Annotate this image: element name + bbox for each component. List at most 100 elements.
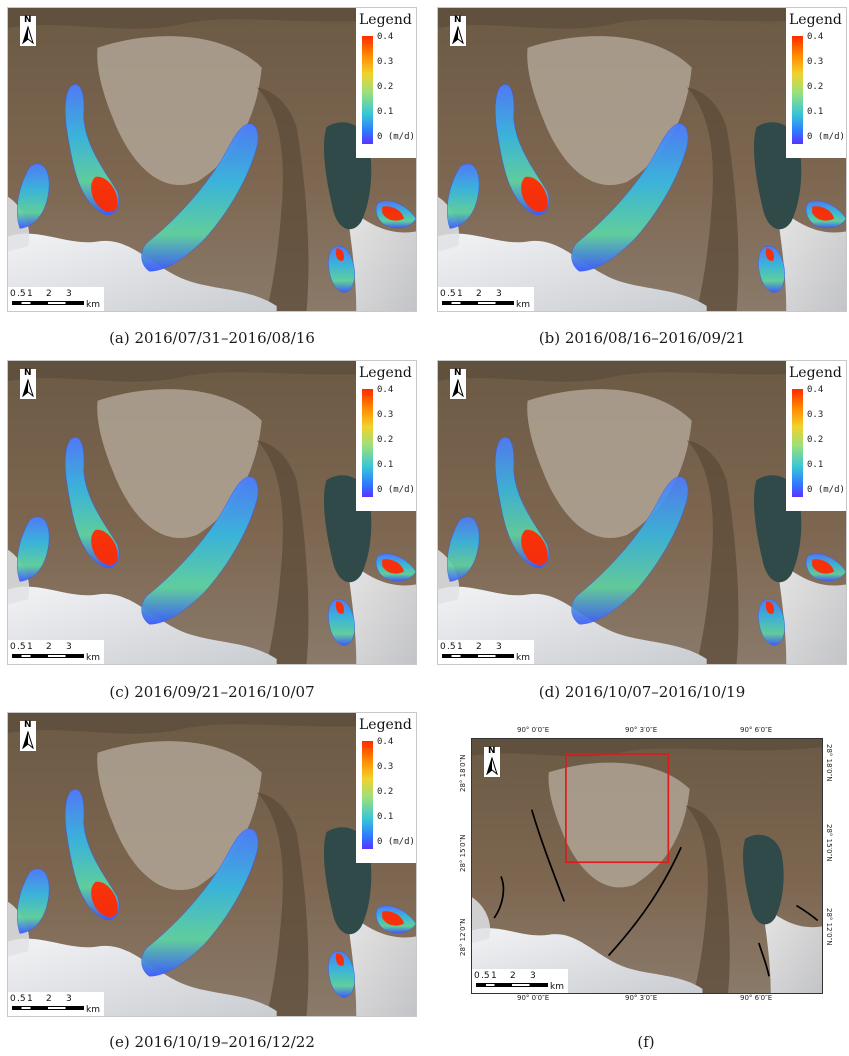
scale-bar-graphic: [12, 654, 84, 658]
legend-tick-label: 0.1: [377, 812, 394, 822]
glacier-west-main-high-velocity-zone: [521, 529, 548, 565]
scale-bar: 0.5 1 2 3 km: [438, 287, 534, 311]
north-arrow-icon: [452, 26, 464, 44]
legend-title: Legend: [359, 365, 412, 381]
glacier-west-main-high-velocity-zone: [91, 176, 118, 212]
north-arrow: N: [450, 15, 466, 46]
scale-bar-tick-label: .5: [447, 289, 456, 299]
scale-bar-tick-label: 3: [530, 971, 536, 981]
legend-tick-label: 0.3: [807, 57, 824, 67]
map-panel-e: Legend 0.4 0.3 0.2 0.1 0 (m/d) N 0.5 1 2 3 km: [7, 712, 417, 1017]
velocity-map: [8, 361, 416, 664]
snow-field-east: [776, 206, 846, 311]
legend-color-ramp: [792, 389, 803, 497]
scale-bar-tick-label: .5: [447, 642, 456, 652]
scale-bar-tick-label: 0: [440, 642, 446, 652]
ridge-top: [438, 8, 846, 29]
scale-bar-tick-label: 0: [10, 642, 16, 652]
scale-bar: 0.5 1 2 3 km: [8, 640, 104, 664]
legend-tick-label: 0.4: [377, 385, 394, 395]
map-panel-a: Legend 0.4 0.3 0.2 0.1 0 (m/d) N 0.5 1 2 3 km: [7, 7, 417, 312]
ridge-top: [8, 361, 416, 382]
scale-bar-graphic: [12, 1006, 84, 1010]
map-panel-f: N 0.5 1 2 3 km 90° 0′0″E 90° 0′0″E 90° 3′0″E 90° …: [457, 724, 835, 1006]
scale-bar: 0.5 1 2 3 km: [8, 287, 104, 311]
moraine-basin: [97, 36, 262, 186]
legend-tick-label: 0.2: [807, 435, 824, 445]
scale-bar-tick-label: 3: [66, 642, 72, 652]
glacier-centerline: [607, 846, 682, 957]
north-label: N: [454, 15, 462, 25]
scale-bar-graphic: [476, 983, 548, 987]
snow-field-east: [346, 559, 416, 664]
latitude-label-left: 28° 18′0″N: [459, 754, 467, 792]
glacier-central-velocity: [141, 123, 259, 272]
moraine-basin: [97, 389, 262, 539]
scale-bar-tick-label: 1: [27, 642, 33, 652]
glacier-west-small-velocity: [16, 516, 50, 582]
north-arrow: N: [20, 720, 36, 751]
north-arrow-icon: [22, 26, 34, 44]
glacier-centerline: [795, 904, 819, 922]
scale-bar: 0.5 1 2 3 km: [472, 969, 568, 993]
glacier-east-upper-high-velocity-zone: [382, 206, 405, 221]
scale-bar-unit: km: [516, 653, 530, 663]
legend-tick-label: 0.2: [377, 82, 394, 92]
glacier-east-lower-high-velocity-zone: [335, 248, 344, 261]
scale-bar-tick-label: 2: [476, 289, 482, 299]
legend-color-ramp: [362, 389, 373, 497]
legend-title: Legend: [789, 12, 842, 28]
north-arrow: N: [20, 15, 36, 46]
north-label: N: [488, 746, 496, 756]
longitude-label-top: 90° 0′0″E: [517, 726, 550, 734]
glacier-east-lower-velocity: [328, 246, 355, 293]
scale-bar-tick-label: 2: [476, 642, 482, 652]
legend-tick-label: 0.1: [807, 460, 824, 470]
snow-field-east: [762, 905, 822, 993]
scale-bar-tick-label: 2: [46, 994, 52, 1004]
scale-bar-tick-label: 1: [457, 289, 463, 299]
glacier-east-lower-velocity: [328, 951, 355, 998]
legend-tick-label: 0.4: [377, 737, 394, 747]
scale-bar: 0.5 1 2 3 km: [8, 992, 104, 1016]
latitude-label-right: 28° 18′0″N: [825, 744, 833, 782]
overview-map-frame: N 0.5 1 2 3 km: [471, 738, 823, 994]
legend-tick-label: 0.4: [807, 32, 824, 42]
north-arrow: N: [484, 746, 500, 777]
legend: Legend 0.4 0.3 0.2 0.1 0 (m/d): [356, 361, 416, 511]
legend-tick-label: 0.3: [807, 410, 824, 420]
ridge-top: [472, 739, 822, 757]
glacier-east-upper-high-velocity-zone: [812, 559, 835, 574]
moraine-basin: [548, 762, 690, 888]
longitude-label-top: 90° 3′0″E: [625, 726, 658, 734]
north-arrow: N: [450, 368, 466, 399]
legend-color-ramp: [362, 36, 373, 144]
legend-tick-label: 0.4: [807, 385, 824, 395]
legend: Legend 0.4 0.3 0.2 0.1 0 (m/d): [356, 8, 416, 158]
map-panel-c: Legend 0.4 0.3 0.2 0.1 0 (m/d) N 0.5 1 2 3 km: [7, 360, 417, 665]
north-label: N: [454, 368, 462, 378]
ridge-central: [256, 792, 309, 1016]
moraine-basin: [97, 741, 262, 891]
snow-field-east: [776, 559, 846, 664]
legend-tick-label: 0.3: [377, 762, 394, 772]
legend-title: Legend: [359, 717, 412, 733]
study-area-box: [565, 753, 670, 864]
north-arrow-icon: [22, 731, 34, 749]
north-arrow-icon: [452, 379, 464, 397]
scale-bar-tick-label: .5: [17, 994, 26, 1004]
glacier-west-main-high-velocity-zone: [91, 529, 118, 565]
overview-map: [472, 739, 822, 993]
scale-bar-tick-label: 1: [27, 289, 33, 299]
scale-bar-unit: km: [86, 653, 100, 663]
ridge-central: [686, 440, 739, 664]
glacier-west-small-velocity: [446, 516, 480, 582]
scale-bar-tick-label: 0: [10, 994, 16, 1004]
caption-b: (b) 2016/08/16–2016/09/21: [538, 329, 746, 347]
glacier-west-small-velocity: [446, 163, 480, 229]
scale-bar-unit: km: [516, 300, 530, 310]
legend-tick-label: 0.1: [377, 107, 394, 117]
scale-bar-tick-label: 3: [66, 289, 72, 299]
caption-e: (e) 2016/10/19–2016/12/22: [109, 1033, 315, 1051]
latitude-label-left: 28° 15′0″N: [459, 834, 467, 872]
